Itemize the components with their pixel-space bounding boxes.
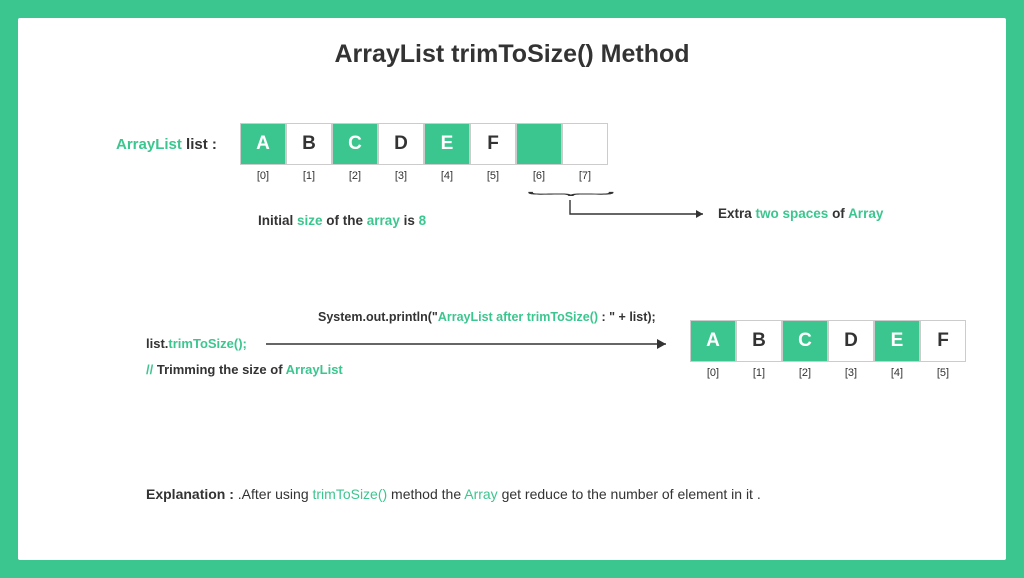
long-arrow (266, 336, 678, 352)
array-index: [0] (257, 170, 269, 182)
array-index: [3] (845, 367, 857, 379)
array-cell: C[2] (332, 123, 378, 165)
array-index: [7] (579, 170, 591, 182)
array-cell: [7] (562, 123, 608, 165)
array-index: [5] (487, 170, 499, 182)
array-index: [4] (441, 170, 453, 182)
array-index: [2] (799, 367, 811, 379)
trim-call: list.trimToSize(); (146, 336, 247, 351)
initial-size-text: Initial size of the array is 8 (258, 213, 426, 228)
array-cell: [6] (516, 123, 562, 165)
array-cell: B[1] (286, 123, 332, 165)
array-cell: C[2] (782, 320, 828, 362)
trim-comment: // Trimming the size of ArrayList (146, 362, 343, 377)
array-index: [2] (349, 170, 361, 182)
array-index: [0] (707, 367, 719, 379)
println-text: System.out.println("ArrayList after trim… (318, 310, 656, 324)
array-cell: B[1] (736, 320, 782, 362)
array-index: [1] (303, 170, 315, 182)
array-cell: F[5] (920, 320, 966, 362)
second-array: A[0]B[1]C[2]D[3]E[4]F[5] (690, 320, 966, 362)
explanation-text: Explanation : .After using trimToSize() … (146, 486, 761, 502)
extra-spaces-text: Extra two spaces of Array (718, 206, 883, 221)
array-cell: E[4] (424, 123, 470, 165)
array-cell: A[0] (690, 320, 736, 362)
array-cell: E[4] (874, 320, 920, 362)
first-array: A[0]B[1]C[2]D[3]E[4]F[5][6][7] (240, 123, 608, 165)
outer-frame: ArrayList trimToSize() Method ArrayList … (0, 0, 1024, 578)
array-cell: F[5] (470, 123, 516, 165)
label-arraylist-word: ArrayList (116, 136, 182, 153)
diagram-canvas: ArrayList trimToSize() Method ArrayList … (18, 18, 1006, 560)
arraylist-label: ArrayList list : (116, 136, 217, 153)
array-cell: D[3] (378, 123, 424, 165)
label-list-word: list : (186, 136, 217, 153)
array-index: [3] (395, 170, 407, 182)
array-index: [5] (937, 367, 949, 379)
brace-arrow (558, 198, 713, 228)
array-index: [4] (891, 367, 903, 379)
page-title: ArrayList trimToSize() Method (18, 40, 1006, 69)
array-index: [6] (533, 170, 545, 182)
array-index: [1] (753, 367, 765, 379)
array-cell: A[0] (240, 123, 286, 165)
array-cell: D[3] (828, 320, 874, 362)
